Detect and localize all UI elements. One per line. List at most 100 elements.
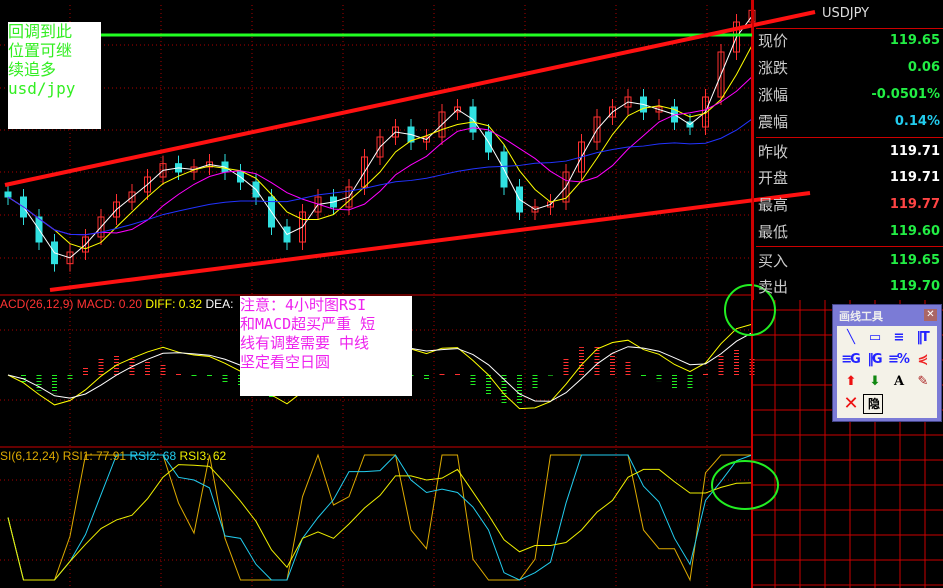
moving-averages (7, 15, 753, 259)
quote-row: 现价 119.65 (758, 30, 943, 56)
drawing-toolbox[interactable]: 画线工具 ✕ ╲ ▭ ≡ ‖T ≡G ‖G ≡% ⋞ ⬆ ⬇ A ✎ ✕ 隐 (832, 304, 942, 422)
quote-row: 昨收 119.71 (758, 141, 943, 167)
fan-lines-icon[interactable]: ⋞ (917, 352, 929, 367)
note-macd: 注意：4小时图RSI 和MACD超买严重 短 线有调整需要 中线 坚定看空日圆 (240, 296, 412, 396)
quote-label: 卖出 (758, 278, 789, 296)
note-line: 线有调整需要 中线 (240, 334, 370, 352)
line-tool-icon[interactable]: ╲ (847, 330, 855, 345)
highlight-circle[interactable] (724, 284, 776, 336)
diff-value: DIFF: 0.32 (145, 297, 203, 311)
quote-row: 买入 119.65 (758, 250, 943, 276)
hide-button[interactable]: 隐 (863, 394, 883, 414)
divider (756, 246, 943, 247)
quote-value: 119.60 (889, 224, 940, 239)
divider (756, 137, 943, 138)
rsi1-line (7, 453, 752, 582)
note-line: 注意：4小时图RSI (240, 296, 367, 314)
note-line: 坚定看空日圆 (240, 353, 331, 371)
arrow-down-icon[interactable]: ⬇ (869, 374, 881, 389)
candle-body (299, 211, 306, 243)
toolbox-title: 画线工具 (839, 310, 883, 323)
candle-body (113, 201, 120, 218)
quote-row: 开盘 119.71 (758, 167, 943, 193)
quote-value: 119.71 (889, 144, 940, 159)
divider (756, 28, 943, 29)
quote-row: 最低 119.60 (758, 221, 943, 247)
ma20-line (7, 76, 753, 236)
rsi1-value: RSI1: 77.91 (62, 449, 127, 463)
macd-name: ACD(26,12,9) (0, 297, 74, 311)
quote-label: 最高 (758, 196, 789, 214)
percent-lines-icon[interactable]: ≡% (888, 352, 910, 367)
candle-body (66, 251, 74, 265)
highlight-circle[interactable] (711, 460, 779, 510)
symbol-label: USDJPY (822, 6, 870, 21)
candle-body (562, 171, 570, 203)
candle-body (609, 106, 616, 118)
eraser-icon[interactable]: ✎ (917, 374, 929, 389)
quote-row: 最高 119.77 (758, 194, 943, 220)
ma5-line (7, 15, 753, 259)
quote-label: 开盘 (758, 169, 789, 187)
note-line: usd/jpy (8, 79, 76, 98)
ma10-line (7, 45, 753, 250)
quote-label: 现价 (758, 32, 789, 50)
dea-value: DEA: (205, 297, 234, 311)
text-lines-icon[interactable]: ‖T (916, 330, 929, 345)
quote-row: 震幅 0.14% (758, 111, 943, 137)
rsi3-line (7, 464, 753, 581)
note-top-left: 回调到此 位置可继 续追多 usd/jpy (8, 22, 101, 129)
ma60-line (7, 118, 753, 236)
candle-body (578, 141, 585, 173)
quote-value: 119.65 (889, 33, 940, 48)
candle-body (454, 106, 461, 113)
candle-body (593, 116, 601, 143)
candle-body (717, 51, 725, 98)
note-line: 续追多 (8, 60, 57, 79)
rsi3-value: RSI3: 62 (179, 449, 227, 463)
quote-row: 涨幅 -0.0501% (758, 84, 943, 110)
quote-row: 卖出 119.70 (758, 276, 943, 302)
delete-icon[interactable]: ✕ (843, 393, 858, 414)
quote-value: 0.14% (894, 114, 940, 129)
close-button[interactable]: ✕ (924, 309, 937, 321)
candle-body (376, 136, 384, 158)
parallel-lines-icon[interactable]: ≡ (893, 330, 905, 345)
quote-value: 0.06 (907, 60, 940, 75)
quote-row: 涨跌 0.06 (758, 57, 943, 83)
arrow-up-icon[interactable]: ⬆ (845, 374, 857, 389)
note-line: 位置可继 (8, 41, 73, 60)
gann-lines-icon[interactable]: ≡G (841, 352, 861, 367)
macd-legend: ACD(26,12,9) MACD: 0.20 DIFF: 0.32 DEA: (0, 297, 233, 311)
quote-label: 涨跌 (758, 59, 789, 77)
lower-trendline[interactable] (49, 191, 811, 292)
candle-body (97, 216, 105, 238)
candle-body (733, 21, 740, 53)
rectangle-tool-icon[interactable]: ▭ (868, 330, 881, 345)
candle-body (128, 191, 136, 203)
upper-trendline[interactable] (4, 10, 816, 187)
candle-body (531, 206, 539, 213)
rsi-panel (7, 453, 753, 582)
quote-label: 买入 (758, 252, 789, 270)
text-tool-icon[interactable]: A (893, 374, 904, 389)
quote-value: 119.70 (889, 279, 940, 294)
candle-body (345, 186, 353, 208)
quote-value: 119.77 (889, 197, 940, 212)
quote-label: 最低 (758, 223, 789, 241)
quote-label: 昨收 (758, 143, 789, 161)
candle-body (144, 176, 151, 193)
rsi2-line (7, 454, 753, 581)
candle-body (423, 136, 430, 143)
note-line: 和MACD超买严重 短 (240, 315, 376, 333)
quote-value: 119.65 (889, 253, 940, 268)
macd-value: MACD: 0.20 (76, 297, 143, 311)
gann-vertical-icon[interactable]: ‖G (867, 352, 882, 367)
candle-body (438, 111, 446, 138)
quote-value: 119.71 (889, 170, 940, 185)
rsi2-value: RSI2: 68 (129, 449, 177, 463)
quote-panel: USDJPY 现价 119.65 涨跌 0.06 涨幅 -0.0501% 震幅 0.14% 昨收… (752, 0, 943, 300)
note-line: 回调到此 (8, 22, 73, 41)
candle-body (82, 236, 89, 253)
rsi-name: SI(6,12,24) (0, 449, 60, 463)
